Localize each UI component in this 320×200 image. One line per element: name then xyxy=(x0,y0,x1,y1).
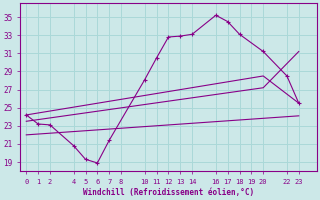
X-axis label: Windchill (Refroidissement éolien,°C): Windchill (Refroidissement éolien,°C) xyxy=(83,188,254,197)
